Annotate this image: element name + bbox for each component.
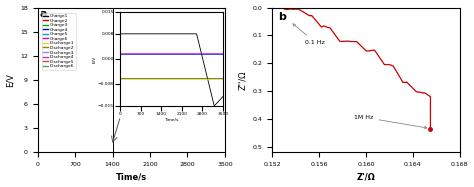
- Legend: Charge1, Charge2, Charge3, Charge4, Charge5, Charge6, Discharge1, Discharge2, Di: Charge1, Charge2, Charge3, Charge4, Char…: [42, 13, 76, 70]
- Y-axis label: Z''/Ω: Z''/Ω: [238, 70, 247, 90]
- X-axis label: Time/s: Time/s: [116, 172, 147, 181]
- Y-axis label: E/V: E/V: [6, 73, 15, 87]
- Text: b: b: [278, 12, 286, 22]
- Text: 1M Hz: 1M Hz: [355, 115, 427, 129]
- X-axis label: Z'/Ω: Z'/Ω: [357, 172, 375, 181]
- Text: a: a: [40, 9, 47, 19]
- Text: 0.1 Hz: 0.1 Hz: [293, 24, 325, 45]
